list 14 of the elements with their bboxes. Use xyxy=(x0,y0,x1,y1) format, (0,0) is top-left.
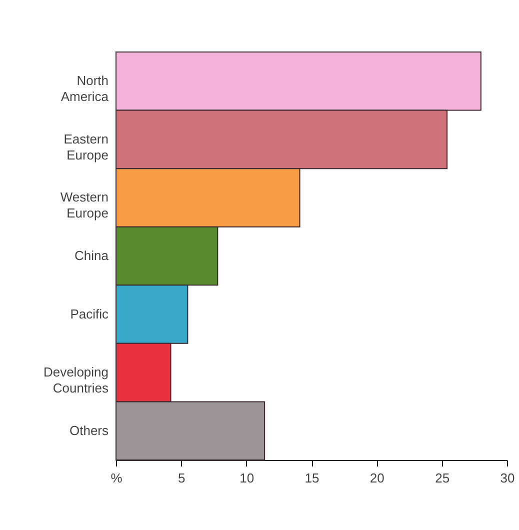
y-tick-label: Western Europe xyxy=(60,190,108,221)
y-tick-label: Others xyxy=(69,422,109,438)
y-tick-label: Developing Countries xyxy=(43,364,109,396)
y-tick-label: China xyxy=(74,248,110,263)
y-tick-label: North America xyxy=(60,73,110,104)
x-tick-label: 25 xyxy=(435,470,450,486)
x-tick-label: 5 xyxy=(178,470,186,486)
x-tick-label: 30 xyxy=(500,470,515,486)
y-tick-label: Eastern Europe xyxy=(64,131,108,162)
y-tick-label: Pacific xyxy=(70,306,109,322)
x-tick-label: % xyxy=(110,470,123,486)
x-tick-label: 20 xyxy=(370,470,384,486)
x-tick-label: 10 xyxy=(240,470,254,486)
x-tick-label: 15 xyxy=(304,470,320,486)
